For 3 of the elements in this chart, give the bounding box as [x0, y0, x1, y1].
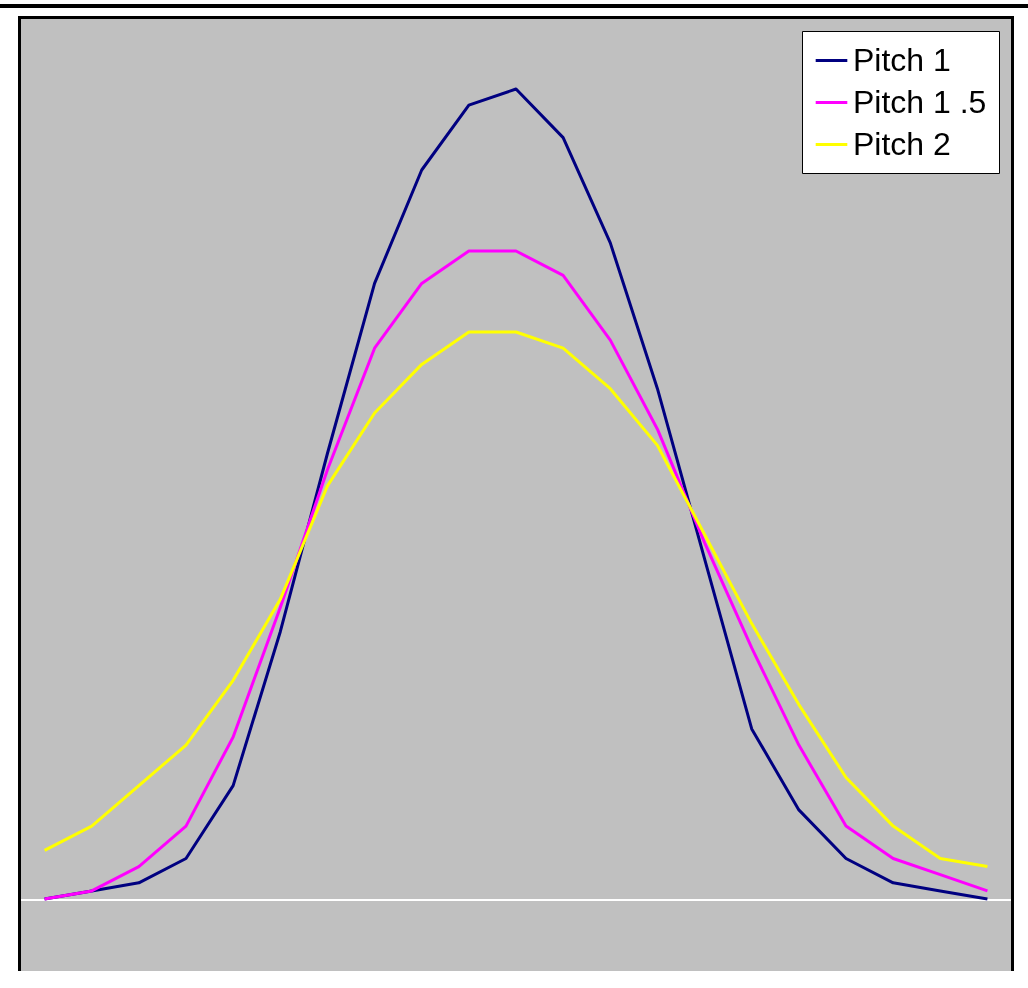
- legend-label: Pitch 1 .5: [853, 83, 987, 120]
- legend-label: Pitch 2: [853, 125, 951, 162]
- legend-label: Pitch 1: [853, 41, 951, 78]
